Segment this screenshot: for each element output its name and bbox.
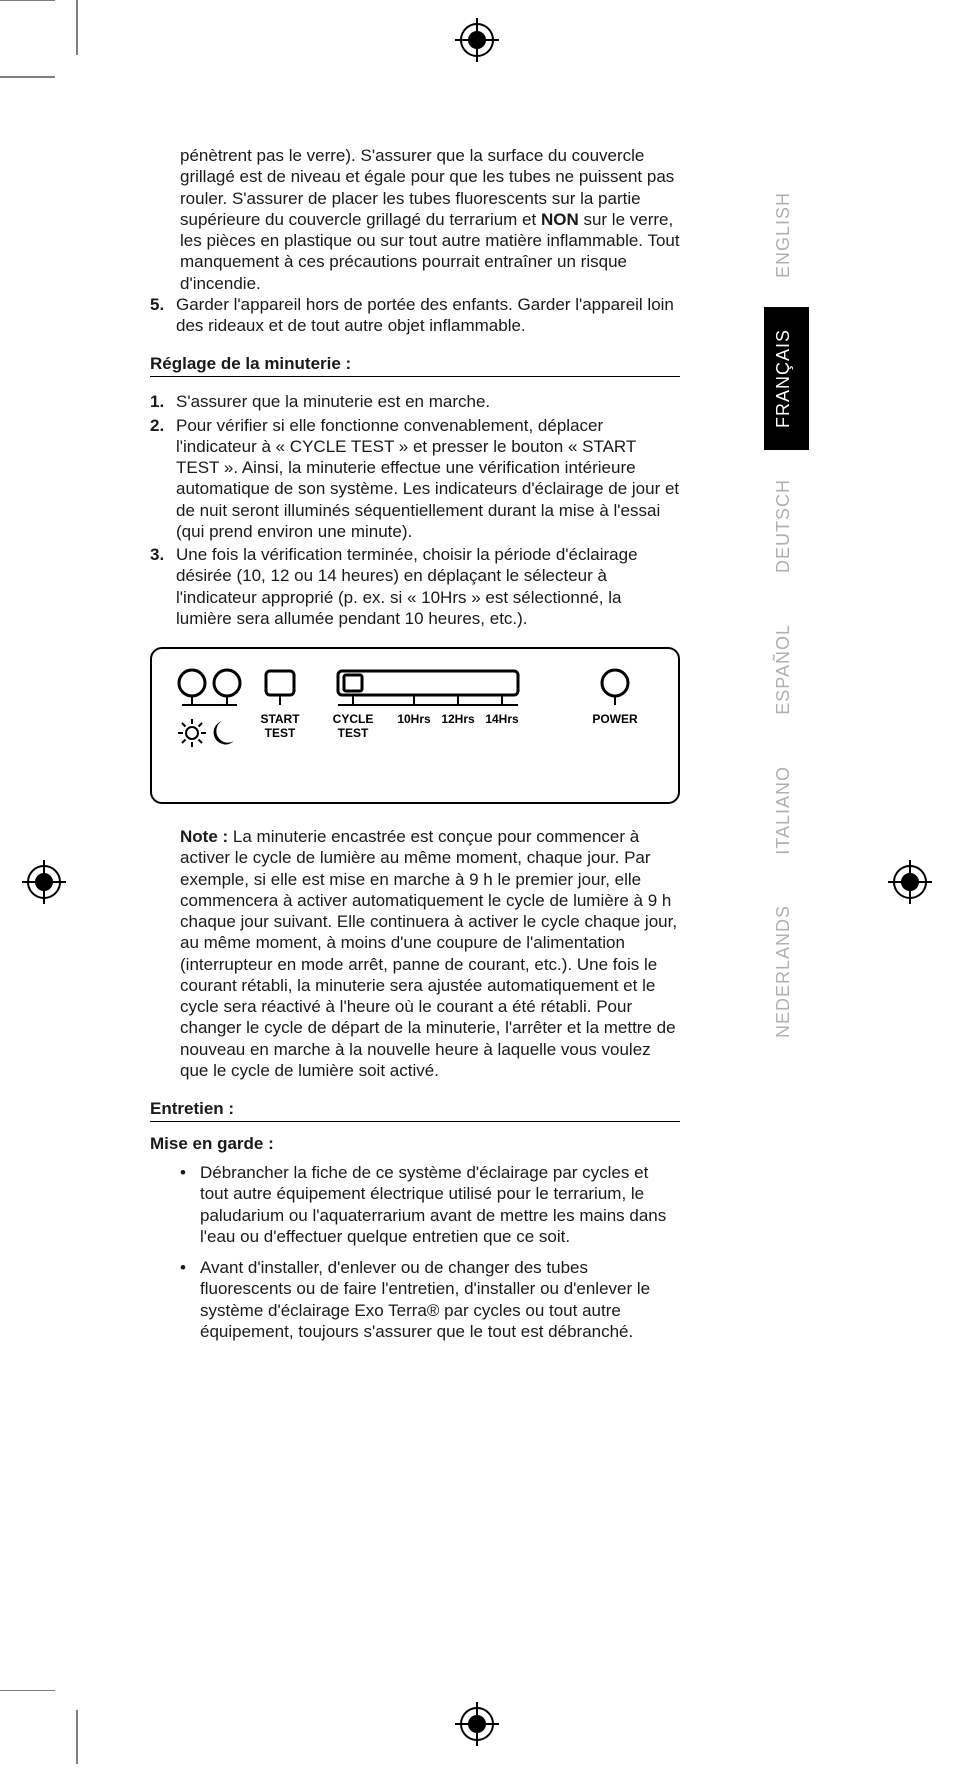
list-number: 1. — [150, 391, 176, 412]
list-text: Une fois la vérification terminée, chois… — [176, 544, 680, 629]
svg-text:TEST: TEST — [265, 726, 296, 740]
svg-text:TEST: TEST — [338, 726, 369, 740]
svg-text:POWER: POWER — [592, 712, 638, 726]
lang-tab-english[interactable]: ENGLISH — [764, 170, 809, 300]
bullet-text: Débrancher la fiche de ce système d'écla… — [200, 1162, 680, 1247]
list-text: S'assurer que la minuterie est en marche… — [176, 391, 680, 412]
bullet-icon: • — [180, 1162, 200, 1247]
svg-text:START: START — [260, 712, 300, 726]
timer-control-diagram: START TEST CYCLE TEST 10Hrs 12Hrs 14Hrs … — [150, 647, 680, 804]
page-content: pénètrent pas le verre). S'assurer que l… — [150, 145, 680, 1352]
timer-svg: START TEST CYCLE TEST 10Hrs 12Hrs 14Hrs … — [170, 665, 660, 775]
svg-text:10Hrs: 10Hrs — [397, 712, 431, 726]
svg-text:14Hrs: 14Hrs — [485, 712, 519, 726]
note-label: Note : — [180, 827, 228, 846]
bullet-icon: • — [180, 1257, 200, 1342]
lang-tab-italiano[interactable]: ITALIANO — [764, 744, 809, 877]
heading-reglage: Réglage de la minuterie : — [150, 354, 680, 377]
list-number: 5. — [150, 294, 176, 337]
lang-tab-nederlands[interactable]: NEDERLANDS — [764, 883, 809, 1060]
heading-mise-en-garde: Mise en garde : — [150, 1134, 680, 1154]
reglage-item-3: 3. Une fois la vérification terminée, ch… — [150, 544, 680, 629]
language-tabs: ENGLISH FRANÇAIS DEUTSCH ESPAÑOL ITALIAN… — [764, 170, 809, 1060]
svg-text:12Hrs: 12Hrs — [441, 712, 475, 726]
text-bold: NON — [541, 210, 579, 229]
lang-tab-francais[interactable]: FRANÇAIS — [764, 307, 809, 450]
list-number: 3. — [150, 544, 176, 629]
list-text: Pour vérifier si elle fonctionne convena… — [176, 415, 680, 543]
lang-tab-deutsch[interactable]: DEUTSCH — [764, 457, 809, 595]
heading-entretien: Entretien : — [150, 1099, 680, 1122]
reglage-item-2: 2. Pour vérifier si elle fonctionne conv… — [150, 415, 680, 543]
registration-mark-icon — [22, 860, 66, 904]
warning-bullet-1: • Débrancher la fiche de ce système d'éc… — [150, 1162, 680, 1247]
reglage-item-1: 1. S'assurer que la minuterie est en mar… — [150, 391, 680, 412]
svg-text:CYCLE: CYCLE — [333, 712, 374, 726]
list-number: 2. — [150, 415, 176, 543]
list-item-5: 5. Garder l'appareil hors de portée des … — [150, 294, 680, 337]
continuation-paragraph: pénètrent pas le verre). S'assurer que l… — [150, 145, 680, 294]
bullet-text: Avant d'installer, d'enlever ou de chang… — [200, 1257, 680, 1342]
registration-mark-icon — [455, 1702, 499, 1746]
lang-tab-espanol[interactable]: ESPAÑOL — [764, 602, 809, 737]
note-text: La minuterie encastrée est conçue pour c… — [180, 827, 677, 1080]
registration-mark-icon — [455, 18, 499, 62]
registration-mark-icon — [888, 860, 932, 904]
warning-bullet-2: • Avant d'installer, d'enlever ou de cha… — [150, 1257, 680, 1342]
list-text: Garder l'appareil hors de portée des enf… — [176, 294, 680, 337]
note-paragraph: Note : La minuterie encastrée est conçue… — [150, 826, 680, 1081]
